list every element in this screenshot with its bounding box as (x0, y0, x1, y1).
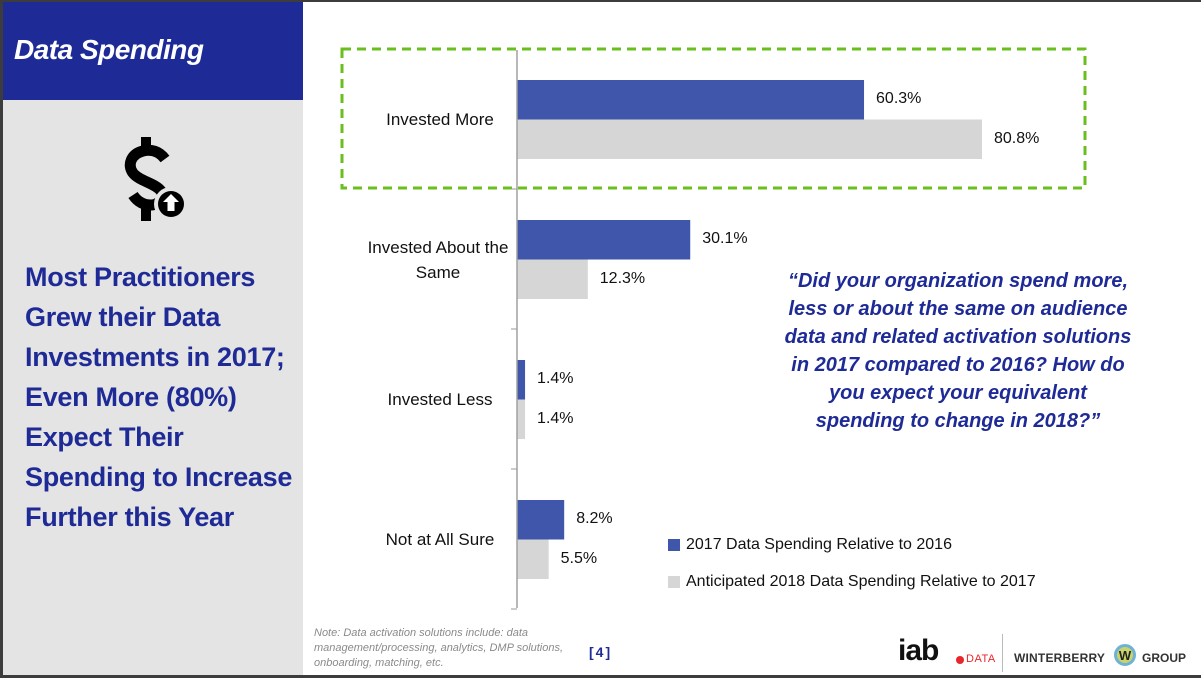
value-label: 60.3% (876, 90, 922, 107)
partner-logos: iab DATA WINTERBERRY W GROUP (898, 630, 1188, 674)
bar-invested-about-the-same-2018 (517, 259, 588, 299)
bar-not-at-all-sure-2018 (517, 539, 549, 579)
value-label: 12.3% (599, 269, 646, 287)
category-label: Invested Less (387, 389, 493, 409)
iab-data-text: DATA (966, 653, 996, 665)
winterberry-logo-text: WINTERBERRY (1014, 651, 1106, 665)
category-label: Invested About the Same (367, 237, 509, 282)
legend-swatch-2017 (668, 539, 680, 551)
legend-swatch-2018 (668, 576, 680, 588)
bar-invested-more-2017 (517, 80, 865, 120)
winterberry-group-text: GROUP (1142, 651, 1187, 665)
iab-dot (956, 656, 964, 664)
bar-invested-less-2018 (517, 399, 526, 439)
logo-divider (1002, 634, 1003, 672)
bar-invested-more-2018 (517, 119, 983, 159)
left-panel: Data Spending Most Practitioners Grew th… (3, 2, 303, 675)
bar-not-at-all-sure-2017 (517, 500, 565, 540)
dollar-up-icon (124, 137, 188, 221)
value-label: 1.4% (537, 409, 574, 427)
value-label: 30.1% (702, 230, 748, 247)
footnote: Note: Data activation solutions include:… (314, 627, 564, 669)
header-band: Data Spending (3, 2, 303, 100)
bar-invested-about-the-same-2017 (517, 220, 691, 260)
legend-label: 2017 Data Spending Relative to 2016 (686, 536, 952, 553)
chart-legend: 2017 Data Spending Relative to 2016 Anti… (668, 535, 1036, 609)
slide: Data Spending Most Practitioners Grew th… (3, 2, 1201, 675)
bar-invested-less-2017 (517, 360, 526, 400)
legend-item-2018: Anticipated 2018 Data Spending Relative … (668, 572, 1036, 592)
value-label: 8.2% (576, 510, 613, 527)
category-label: Invested More (386, 109, 494, 129)
page-number: [4] (589, 644, 613, 660)
page-title: Data Spending (14, 34, 204, 65)
highlight-box (340, 47, 1087, 190)
category-label: Not at All Sure (385, 529, 495, 549)
iab-logo: iab (898, 634, 939, 667)
winterberry-w-icon: W (1114, 644, 1136, 666)
headline: Most Practitioners Grew their Data Inves… (25, 262, 293, 532)
value-label: 1.4% (537, 370, 574, 387)
bar-chart (340, 47, 1087, 610)
legend-item-2017: 2017 Data Spending Relative to 2016 (668, 535, 1036, 555)
survey-question: “Did your organization spend more, less … (784, 270, 1132, 432)
legend-label: Anticipated 2018 Data Spending Relative … (686, 573, 1036, 590)
value-label: 5.5% (560, 549, 598, 567)
value-label: 80.8% (994, 129, 1040, 147)
